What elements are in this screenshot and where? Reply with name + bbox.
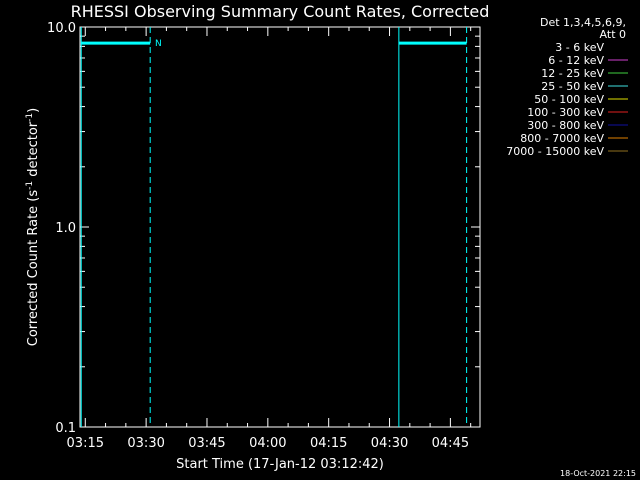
x-tick-label: 03:30 bbox=[127, 436, 164, 451]
y-tick-label: 10.0 bbox=[47, 21, 76, 36]
y-axis-label-sup2: -1 bbox=[25, 113, 35, 122]
y-tick-label: 1.0 bbox=[55, 221, 76, 236]
x-tick-label: 04:30 bbox=[371, 436, 408, 451]
y-axis-label: Corrected Count Rate (s-1 detector-1) bbox=[25, 108, 41, 346]
y-tick-label: 0.1 bbox=[55, 421, 76, 436]
chart-title: RHESSI Observing Summary Count Rates, Co… bbox=[71, 2, 490, 21]
x-axis: 03:15 03:30 03:45 04:00 04:15 04:30 04:45 bbox=[67, 27, 472, 451]
y-axis-label-main: Corrected Count Rate (s bbox=[26, 190, 41, 347]
legend-entry-label: 800 - 7000 keV bbox=[520, 132, 604, 145]
legend-entry-label: 12 - 25 keV bbox=[541, 67, 604, 80]
legend-entry-label: 3 - 6 keV bbox=[555, 41, 604, 54]
time-markers bbox=[80, 27, 468, 427]
y-axis: 0.1 1.0 10.0 bbox=[47, 21, 480, 436]
footer-timestamp: 18-Oct-2021 22:15 bbox=[560, 469, 636, 478]
legend-header-2: Att 0 bbox=[600, 28, 626, 41]
y-axis-label-mid: detector bbox=[26, 121, 41, 181]
legend-entry-label: 6 - 12 keV bbox=[548, 54, 604, 67]
legend-entry-label: 100 - 300 keV bbox=[527, 106, 604, 119]
annotation-label: N bbox=[155, 39, 162, 49]
y-axis-label-end: ) bbox=[26, 108, 41, 113]
legend-header-1: Det 1,3,4,5,6,9, bbox=[540, 16, 626, 29]
x-tick-label: 03:45 bbox=[188, 436, 225, 451]
legend-entry-label: 7000 - 15000 keV bbox=[506, 145, 604, 158]
annotations: N bbox=[155, 39, 162, 49]
plot-area: 03:15 03:30 03:45 04:00 04:15 04:30 04:45 0.1 1… bbox=[47, 21, 481, 451]
x-tick-label: 04:00 bbox=[249, 436, 286, 451]
x-tick-label: 04:45 bbox=[432, 436, 469, 451]
x-tick-label: 04:15 bbox=[310, 436, 347, 451]
y-axis-label-sup1: -1 bbox=[25, 181, 35, 190]
legend-entry-label: 50 - 100 keV bbox=[534, 93, 604, 106]
x-axis-label: Start Time (17-Jan-12 03:12:42) bbox=[176, 457, 384, 472]
x-tick-label: 03:15 bbox=[67, 436, 104, 451]
legend-entry-label: 25 - 50 keV bbox=[541, 80, 604, 93]
legend-entry-label: 300 - 800 keV bbox=[527, 119, 604, 132]
